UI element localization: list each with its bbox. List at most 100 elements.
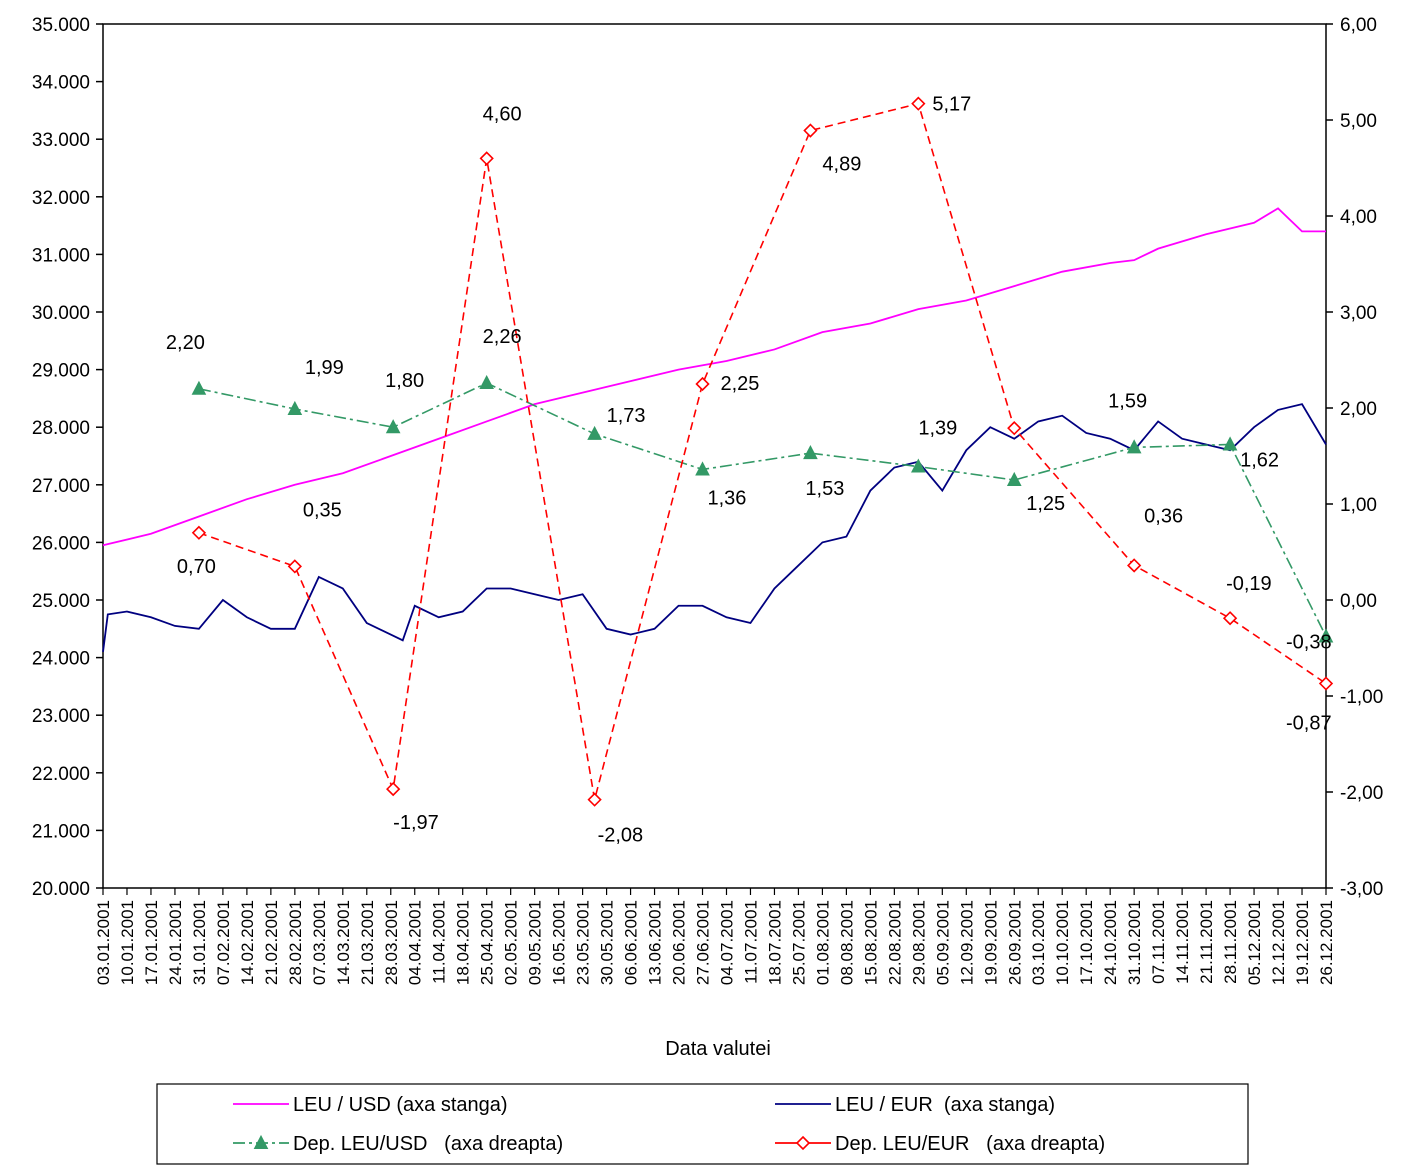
data-label: 2,25 [721,373,760,395]
x-tick-label: 08.08.2001 [837,900,856,985]
labels-layer: 2,20 1,99 1,80 2,26 1,73 1,36 1,53 1,39 1,25 1,59… [166,94,1332,847]
data-label: 1,73 [607,405,646,427]
series-line-1 [102,403,1327,652]
data-label: 1,36 [708,487,747,509]
x-tick-label: 12.09.2001 [957,900,976,985]
legend: LEU / USD (axa stanga) LEU / EUR (axa sta… [156,1083,1249,1165]
data-label: 2,20 [166,332,205,354]
x-tick-label: 24.10.2001 [1101,900,1120,985]
triangle-marker [1222,436,1238,451]
diamond-marker [587,792,602,807]
x-tick-label: 03.01.2001 [94,900,113,985]
legend-diamond-marker [795,1135,811,1151]
x-tick-label: 31.10.2001 [1125,900,1144,985]
x-tick-label: 07.03.2001 [310,900,329,985]
triangle-marker [1006,471,1022,486]
triangle-marker [191,380,207,395]
y-left-tick-label: 35.000 [32,15,90,36]
y-left-tick-label: 31.000 [32,245,90,266]
x-tick-label: 25.07.2001 [789,900,808,985]
data-label: -1,97 [393,812,439,834]
y-right-tick-label: 5,00 [1340,111,1377,132]
diamond-marker [695,376,710,392]
x-tick-label: 26.12.2001 [1317,900,1336,985]
data-label: 1,80 [385,370,424,392]
data-label: -0,87 [1286,713,1332,735]
x-tick-label: 23.05.2001 [574,900,593,985]
x-tick-label: 02.05.2001 [502,900,521,985]
x-tick-label: 22.08.2001 [885,900,904,985]
diamond-marker [1318,676,1334,691]
triangle-marker [587,425,602,440]
y-left-tick-label: 26.000 [32,533,90,554]
series-layer [102,102,1327,800]
y-right-tick-label: 6,00 [1340,15,1377,36]
triangle-marker [287,400,303,415]
diamond-marker [911,96,926,111]
y-left-tick-label: 33.000 [32,130,90,151]
data-label: 0,36 [1144,505,1183,527]
series-line-3 [198,102,1327,800]
data-label: 2,26 [483,326,522,348]
y-right-tick-label: 2,00 [1340,399,1377,420]
diamond-marker [803,123,818,138]
diamond-marker [191,525,207,540]
x-tick-label: 12.12.2001 [1269,900,1288,985]
y-left-tick-label: 28.000 [32,418,90,439]
legend-triangle-marker [253,1134,269,1149]
data-label: -0,19 [1226,573,1272,595]
y-left-tick-label: 32.000 [32,188,90,209]
triangle-marker [803,445,818,460]
x-tick-label: 26.09.2001 [1005,900,1024,985]
data-label: 0,70 [177,556,216,578]
data-label: 4,60 [483,103,522,125]
data-label: 1,25 [1026,493,1065,515]
y-right-tick-label: -1,00 [1340,687,1383,708]
x-tick-label: 20.06.2001 [670,900,689,985]
diamond-marker [287,559,302,574]
x-tick-label: 06.06.2001 [622,900,641,985]
x-tick-label: 14.11.2001 [1173,900,1192,984]
x-tick-label: 28.03.2001 [382,900,401,985]
legend-label: Dep. LEU/USD (axa dreapta) [293,1133,563,1155]
x-tick-label: 19.09.2001 [981,900,1000,985]
data-label: 1,59 [1108,390,1147,412]
x-tick-label: 05.09.2001 [933,900,952,985]
triangle-marker [479,374,495,390]
x-tick-label: 14.02.2001 [238,900,257,985]
y-left-tick-label: 25.000 [32,591,90,612]
x-tick-label: 17.10.2001 [1077,900,1096,985]
x-tick-label: 21.11.2001 [1197,900,1216,984]
data-label: 4,89 [822,154,861,176]
diamond-marker [1222,611,1238,626]
x-tick-label: 31.01.2001 [190,900,209,985]
x-tick-label: 17.01.2001 [142,900,161,985]
triangle-marker [1126,439,1142,454]
diamond-marker [479,151,494,166]
data-label: 1,39 [918,418,957,440]
markers-layer [191,96,1334,807]
data-label: 1,53 [805,478,844,500]
diamond-marker [386,781,401,797]
data-label: 1,62 [1240,449,1279,471]
y-left-tick-label: 24.000 [32,649,90,670]
y-left-tick-label: 27.000 [32,476,90,497]
plot-frame [102,23,1327,889]
y-right-tick-label: 3,00 [1340,303,1377,324]
y-right-tick-label: -3,00 [1340,879,1383,900]
diamond-marker [1007,421,1022,436]
x-tick-label: 10.01.2001 [118,900,137,985]
x-tick-label: 16.05.2001 [550,900,569,985]
data-label: -0,38 [1286,631,1332,653]
data-label: 1,99 [305,357,344,379]
series-line-0 [102,207,1326,547]
x-tick-label: 05.12.2001 [1245,900,1264,985]
x-tick-label: 18.07.2001 [765,900,784,985]
y-right-tick-label: 4,00 [1340,207,1377,228]
legend-box [156,1083,1249,1165]
triangle-marker [911,458,926,473]
x-tick-label: 30.05.2001 [598,900,617,985]
legend-label: Dep. LEU/EUR (axa dreapta) [835,1133,1105,1155]
y-left-tick-label: 30.000 [32,303,90,324]
triangle-marker [1318,628,1334,643]
